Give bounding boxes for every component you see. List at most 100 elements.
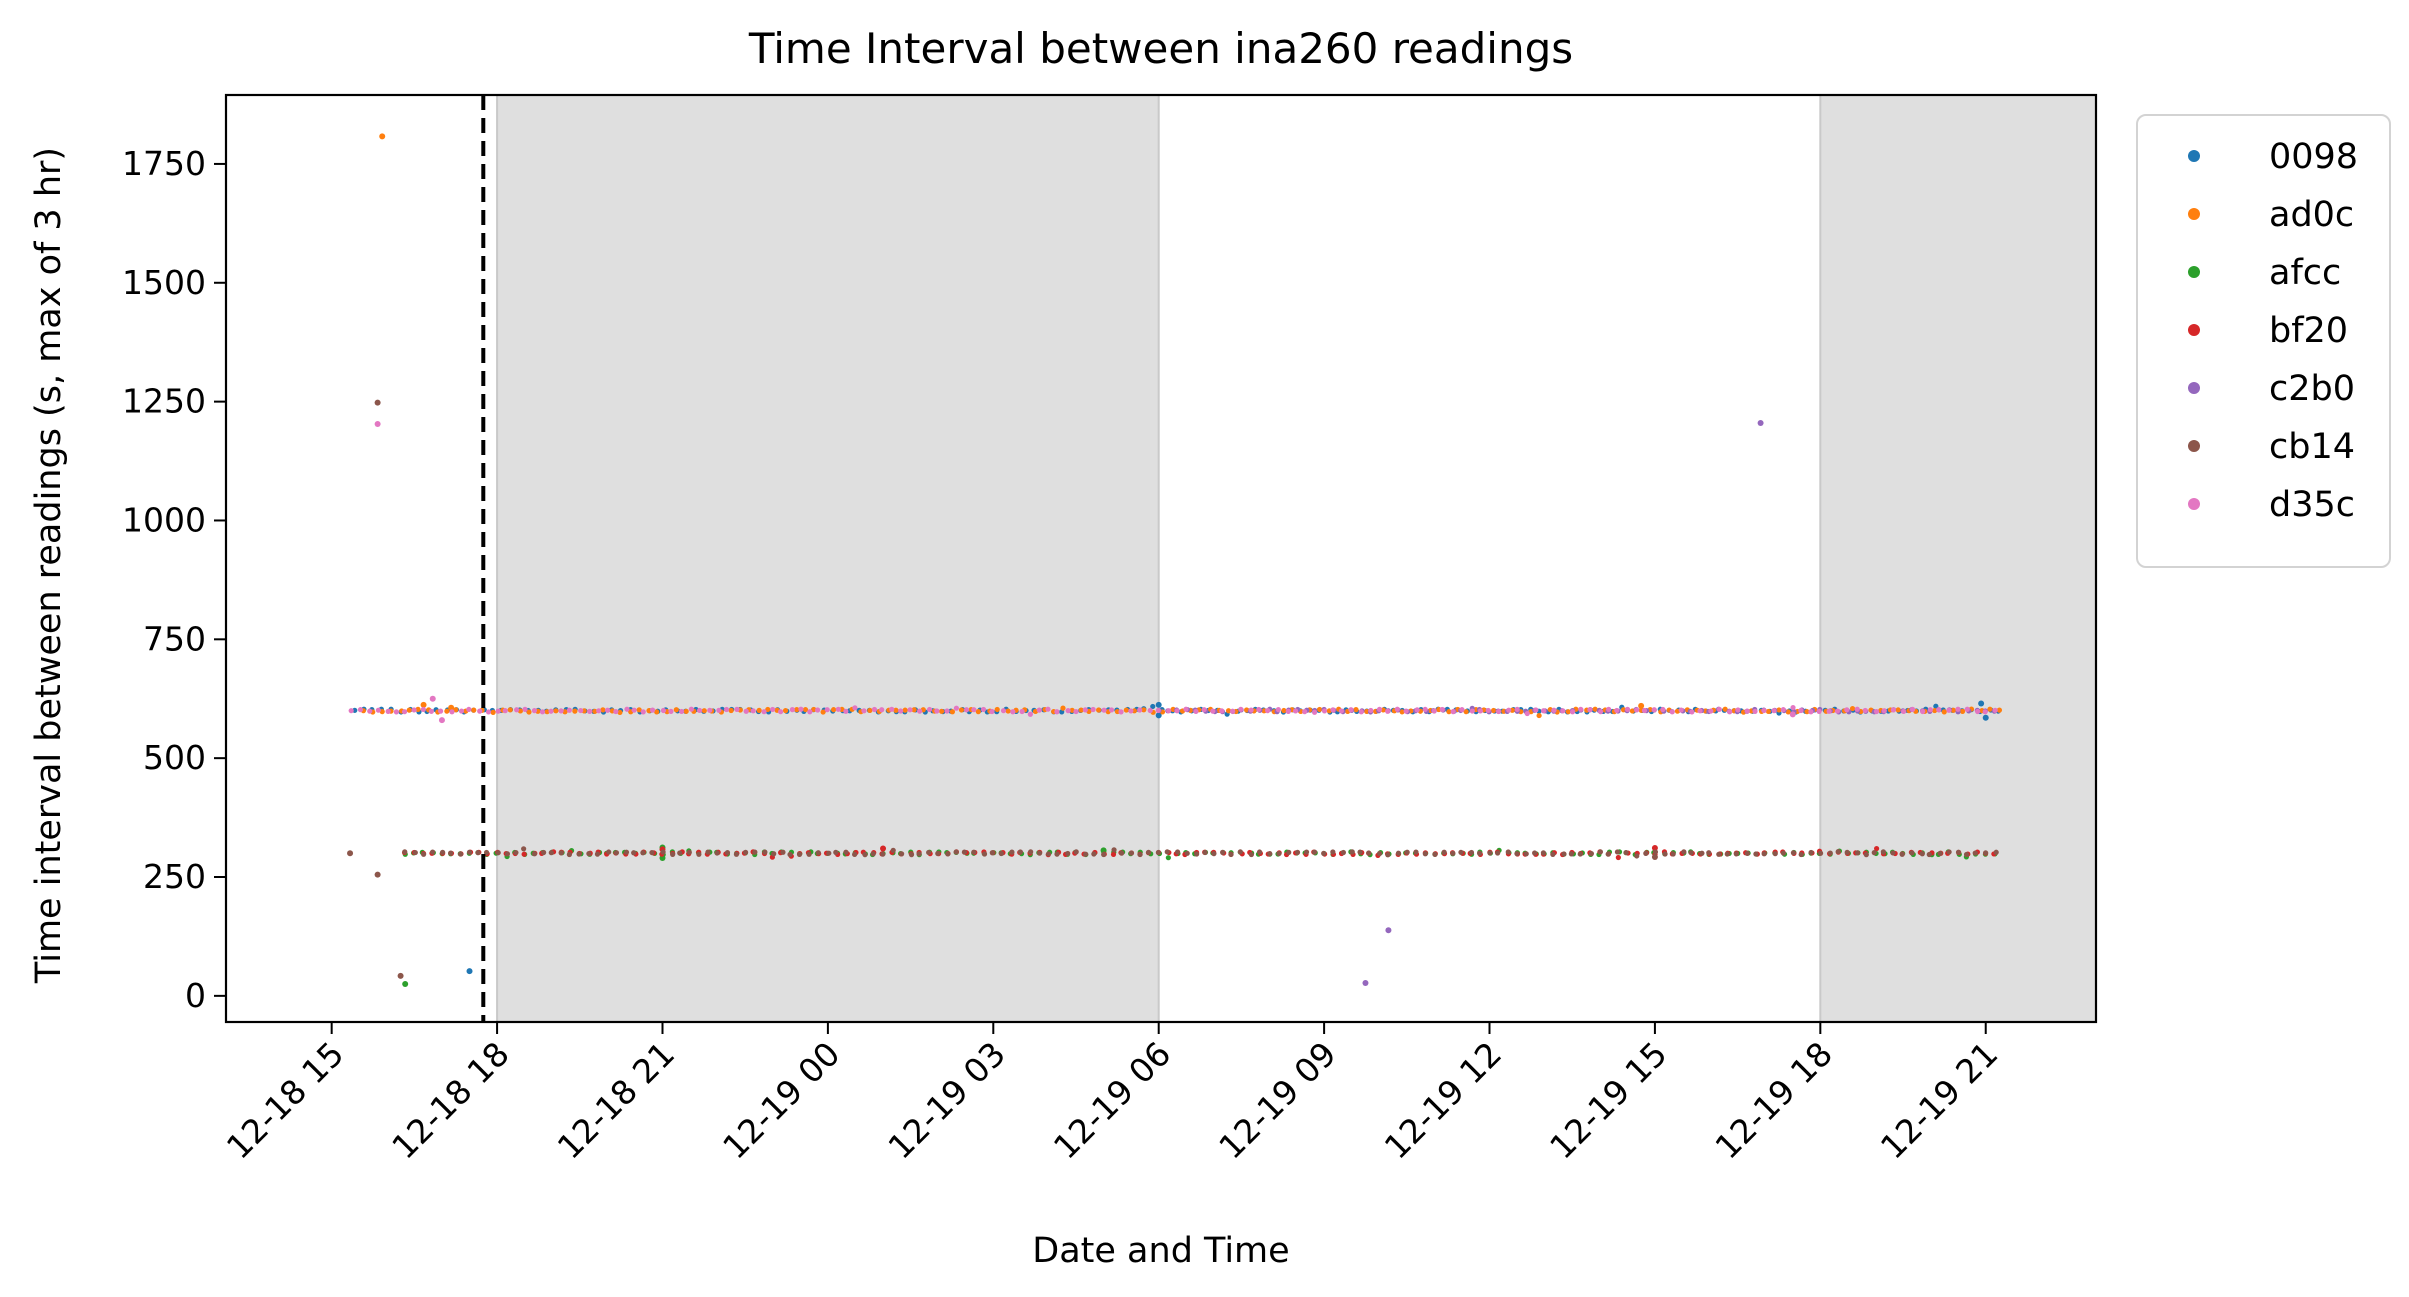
data-point-cb14 <box>1588 851 1595 857</box>
data-point-d35c <box>1761 707 1767 714</box>
data-point-cb14 <box>1523 851 1529 857</box>
data-point-d35c <box>1193 708 1199 715</box>
data-point-cb14 <box>1376 850 1383 857</box>
data-point-d35c <box>1909 706 1916 712</box>
data-point-d35c <box>688 706 694 712</box>
data-point-ad0c <box>1785 709 1791 715</box>
data-point-bf20 <box>1110 851 1117 858</box>
data-point-d35c <box>531 708 538 714</box>
data-point-cb14 <box>998 850 1004 857</box>
data-point-d35c <box>1414 707 1420 713</box>
data-point-d35c <box>761 709 767 715</box>
data-point-cb14 <box>1568 851 1574 857</box>
data-point-cb14 <box>1311 849 1318 855</box>
data-point-d35c <box>1624 706 1631 712</box>
legend-label-cb14: cb14 <box>2269 427 2355 467</box>
data-point-d35c <box>502 708 508 714</box>
data-point-d35c <box>367 708 373 714</box>
data-point-d35c <box>1780 707 1786 713</box>
data-point-d35c <box>1256 706 1262 713</box>
data-point-cb14 <box>696 851 702 857</box>
data-point-ad0c <box>572 708 578 714</box>
data-point-d35c <box>1771 708 1777 714</box>
legend-marker-bf20 <box>2188 324 2200 336</box>
data-point-d35c-outlier <box>374 420 381 427</box>
data-point-cb14 <box>1017 849 1023 855</box>
data-point-d35c <box>1669 709 1675 715</box>
data-point-d35c <box>1027 711 1033 717</box>
data-point-cb14 <box>890 847 896 853</box>
data-point-d35c <box>707 707 713 713</box>
data-point-cb14 <box>594 851 601 857</box>
data-point-d35c <box>649 707 656 713</box>
data-point-ad0c <box>975 709 981 715</box>
data-point-cb14 <box>420 851 427 857</box>
data-point-ad0c <box>1141 707 1147 713</box>
data-point-ad0c <box>1950 707 1956 713</box>
data-point-cb14 <box>483 849 490 856</box>
data-point-cb14 <box>762 849 768 855</box>
data-point-ad0c <box>415 706 421 712</box>
data-point-cb14 <box>1871 850 1877 856</box>
data-point-cb14 <box>1009 849 1015 855</box>
data-point-ad0c-outlier <box>420 701 427 708</box>
data-point-d35c <box>1450 709 1456 715</box>
data-point-d35c <box>1065 708 1071 714</box>
data-point-cb14 <box>448 850 454 856</box>
data-point-d35c <box>1689 709 1695 715</box>
data-point-d35c <box>1808 709 1814 715</box>
data-point-d35c <box>1090 706 1096 713</box>
data-point-ad0c <box>471 707 477 713</box>
data-point-cb14 <box>475 850 481 856</box>
data-point-cb14 <box>1366 850 1372 856</box>
data-point-cb14 <box>733 851 740 857</box>
data-point-cb14 <box>945 851 951 857</box>
data-point-cb14 <box>640 850 646 856</box>
data-point-d35c <box>1936 707 1942 713</box>
data-point-cb14 <box>1955 849 1962 855</box>
data-point-cb14 <box>566 851 572 858</box>
data-point-cb14 <box>806 851 812 857</box>
data-point-cb14 <box>742 849 749 855</box>
data-point-c2b0-outlier <box>1757 420 1764 427</box>
data-point-d35c <box>485 709 492 715</box>
data-point-cb14 <box>1468 849 1475 856</box>
data-point-d35c <box>1248 707 1254 713</box>
data-point-d35c <box>1073 708 1079 715</box>
data-point-d35c <box>1082 707 1088 713</box>
data-point-d35c <box>1752 708 1758 714</box>
data-point-ad0c <box>654 709 660 715</box>
data-point-d35c <box>1201 707 1207 713</box>
data-point-d35c <box>548 708 554 714</box>
data-point-d35c <box>1174 708 1180 714</box>
data-point-d35c <box>539 709 546 715</box>
data-point-cb14 <box>1863 852 1869 858</box>
data-point-cb14 <box>440 849 446 855</box>
data-point-d35c <box>1147 707 1153 714</box>
data-point-d35c <box>861 708 867 714</box>
data-point-d35c <box>514 707 520 713</box>
data-point-d35c-outlier <box>438 717 445 724</box>
data-point-d35c-outlier <box>429 695 436 702</box>
data-point-cb14 <box>989 850 995 856</box>
data-point-cb14 <box>787 851 793 858</box>
chart-title: Time Interval between ina260 readings <box>748 24 1573 73</box>
data-point-cb14 <box>1963 851 1970 858</box>
data-point-d35c <box>843 708 849 714</box>
data-point-ad0c <box>1629 708 1635 714</box>
data-point-ad0c <box>820 709 826 715</box>
data-point-ad0c <box>1509 707 1515 713</box>
data-point-cb14 <box>1761 851 1767 857</box>
data-point-d35c <box>1881 708 1887 714</box>
data-point-cb14 <box>1385 852 1391 858</box>
legend-label-bf20: bf20 <box>2269 311 2348 351</box>
data-point-d35c <box>1854 706 1860 712</box>
data-point-ad0c <box>1996 707 2003 713</box>
data-point-d35c <box>944 708 950 714</box>
data-point-d35c <box>1045 706 1051 712</box>
data-point-d35c <box>778 709 784 715</box>
data-point-d35c <box>1210 708 1216 714</box>
data-point-ad0c <box>1536 712 1542 719</box>
data-point-d35c <box>696 707 703 714</box>
data-point-ad0c <box>1078 707 1084 713</box>
